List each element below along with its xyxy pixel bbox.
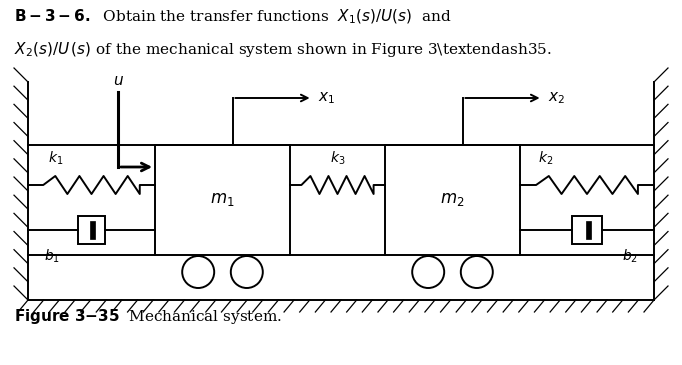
Text: $\bf{B-3-6.}$  Obtain the transfer functions  $X_1(s)/U(s)$  and: $\bf{B-3-6.}$ Obtain the transfer functi… (14, 8, 451, 26)
Text: $b_1$: $b_1$ (44, 248, 60, 265)
Text: $m_2$: $m_2$ (441, 192, 464, 208)
Bar (385, 145, 520, 255)
Text: $k_1$: $k_1$ (48, 150, 63, 167)
Text: $x_2$: $x_2$ (548, 90, 565, 106)
Text: $u$: $u$ (113, 74, 123, 88)
Bar (572, 216, 602, 244)
Text: $X_2(s)/U\,(s)$ of the mechanical system shown in Figure 3\textendash35.: $X_2(s)/U\,(s)$ of the mechanical system… (14, 40, 552, 59)
Bar (155, 145, 290, 255)
Text: $x_1$: $x_1$ (318, 90, 335, 106)
Text: $k_2$: $k_2$ (538, 150, 553, 167)
Bar (78, 216, 106, 244)
Text: $k_3$: $k_3$ (330, 150, 345, 167)
Text: $\bf{Figure\ 3{-}35}$  Mechanical system.: $\bf{Figure\ 3{-}35}$ Mechanical system. (14, 307, 282, 326)
Bar (90, 221, 95, 239)
Text: $b_2$: $b_2$ (622, 248, 638, 265)
Bar (586, 221, 591, 239)
Text: $m_1$: $m_1$ (210, 192, 235, 208)
